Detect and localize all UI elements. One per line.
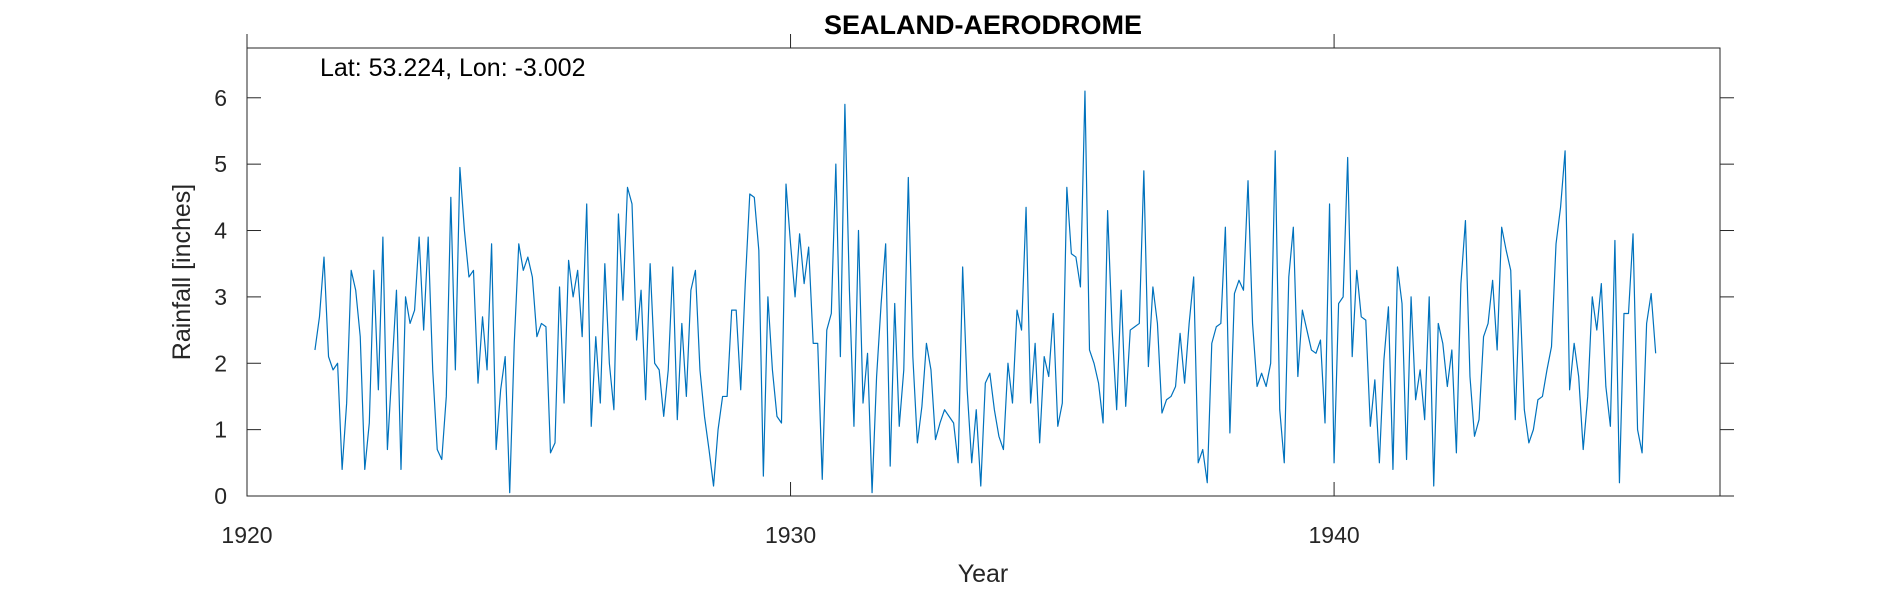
- y-tick-label: 0: [214, 483, 227, 509]
- x-axis-ticks: 1920 1930 1940: [221, 34, 1360, 548]
- x-tick-label: 1930: [765, 522, 816, 548]
- x-tick-label: 1920: [221, 522, 272, 548]
- rainfall-series-line: [314, 90, 1657, 494]
- x-tick-label: 1940: [1308, 522, 1359, 548]
- y-tick-label: 3: [214, 284, 227, 310]
- y-axis-ticks: 0 1 2 3 4 5 6: [214, 85, 1734, 509]
- y-tick-label: 5: [214, 151, 227, 177]
- location-annotation: Lat: 53.224, Lon: -3.002: [320, 54, 586, 82]
- x-axis-label: Year: [958, 560, 1009, 588]
- y-tick-label: 2: [214, 350, 227, 376]
- y-tick-label: 4: [214, 218, 227, 244]
- y-tick-label: 1: [214, 417, 227, 443]
- series-group: [314, 90, 1657, 494]
- y-tick-label: 6: [214, 85, 227, 111]
- y-axis-label: Rainfall [inches]: [168, 184, 196, 360]
- chart-title: SEALAND-AERODROME: [824, 10, 1142, 40]
